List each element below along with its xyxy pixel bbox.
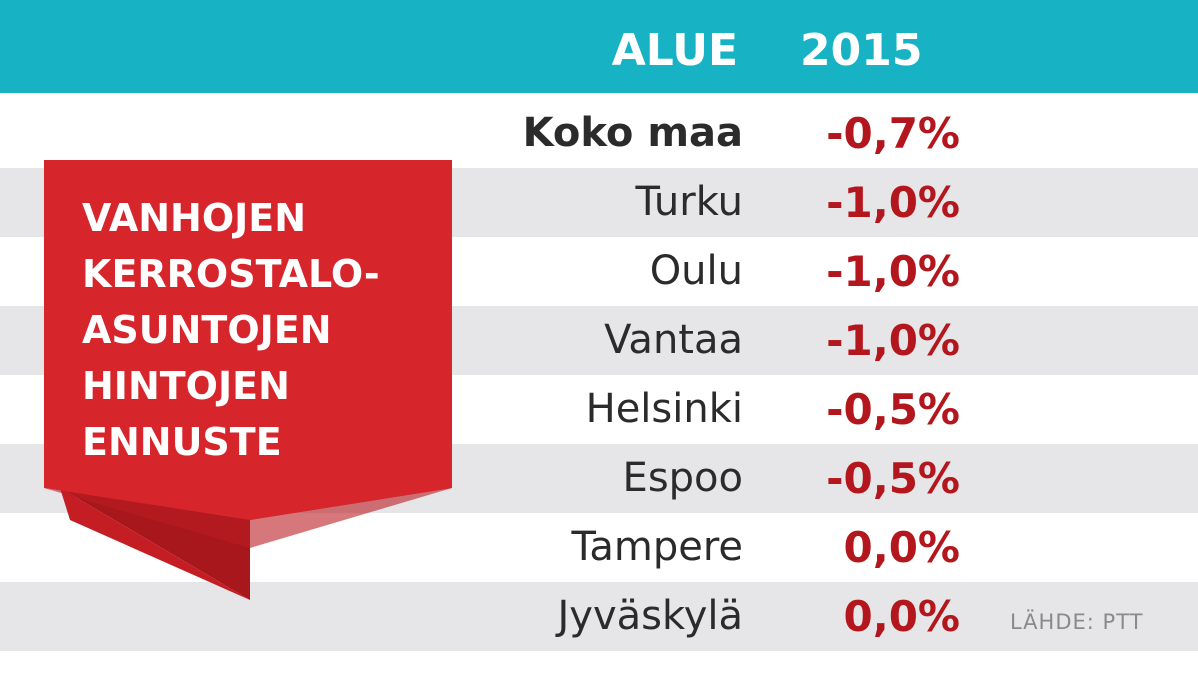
table-header-bar: ALUE 2015 bbox=[0, 0, 1198, 93]
region-name: Tampere bbox=[571, 524, 743, 570]
column-header-region: ALUE bbox=[611, 25, 738, 76]
region-name: Turku bbox=[635, 179, 743, 225]
column-header-year: 2015 bbox=[800, 25, 923, 76]
region-name: Oulu bbox=[649, 248, 743, 294]
banner-title-line: VANHOJEN bbox=[82, 196, 307, 240]
table-row: Oulu -1,0% bbox=[0, 237, 1198, 306]
banner-title-line: KERROSTALO- bbox=[82, 252, 380, 296]
forecast-value: -1,0% bbox=[826, 247, 960, 296]
region-name: Helsinki bbox=[585, 386, 743, 432]
banner-title: VANHOJEN KERROSTALO- ASUNTOJEN HINTOJEN … bbox=[82, 190, 442, 470]
forecast-value: 0,0% bbox=[843, 523, 960, 572]
table-row: Helsinki -0,5% bbox=[0, 375, 1198, 444]
region-name: Jyväskylä bbox=[557, 593, 743, 639]
forecast-value: -1,0% bbox=[826, 316, 960, 365]
forecast-value: -1,0% bbox=[826, 178, 960, 227]
table-row: Koko maa -0,7% bbox=[0, 99, 1198, 168]
banner-title-line: ASUNTOJEN bbox=[82, 308, 332, 352]
banner-title-line: ENNUSTE bbox=[82, 420, 282, 464]
source-label: LÄHDE: PTT bbox=[1010, 610, 1144, 634]
forecast-value: 0,0% bbox=[843, 592, 960, 641]
region-name: Koko maa bbox=[522, 110, 743, 156]
table-row: Tampere 0,0% bbox=[0, 513, 1198, 582]
forecast-value: -0,7% bbox=[826, 109, 960, 158]
banner-title-line: HINTOJEN bbox=[82, 364, 290, 408]
forecast-value: -0,5% bbox=[826, 385, 960, 434]
forecast-value: -0,5% bbox=[826, 454, 960, 503]
region-name: Vantaa bbox=[604, 317, 743, 363]
region-name: Espoo bbox=[622, 455, 743, 501]
